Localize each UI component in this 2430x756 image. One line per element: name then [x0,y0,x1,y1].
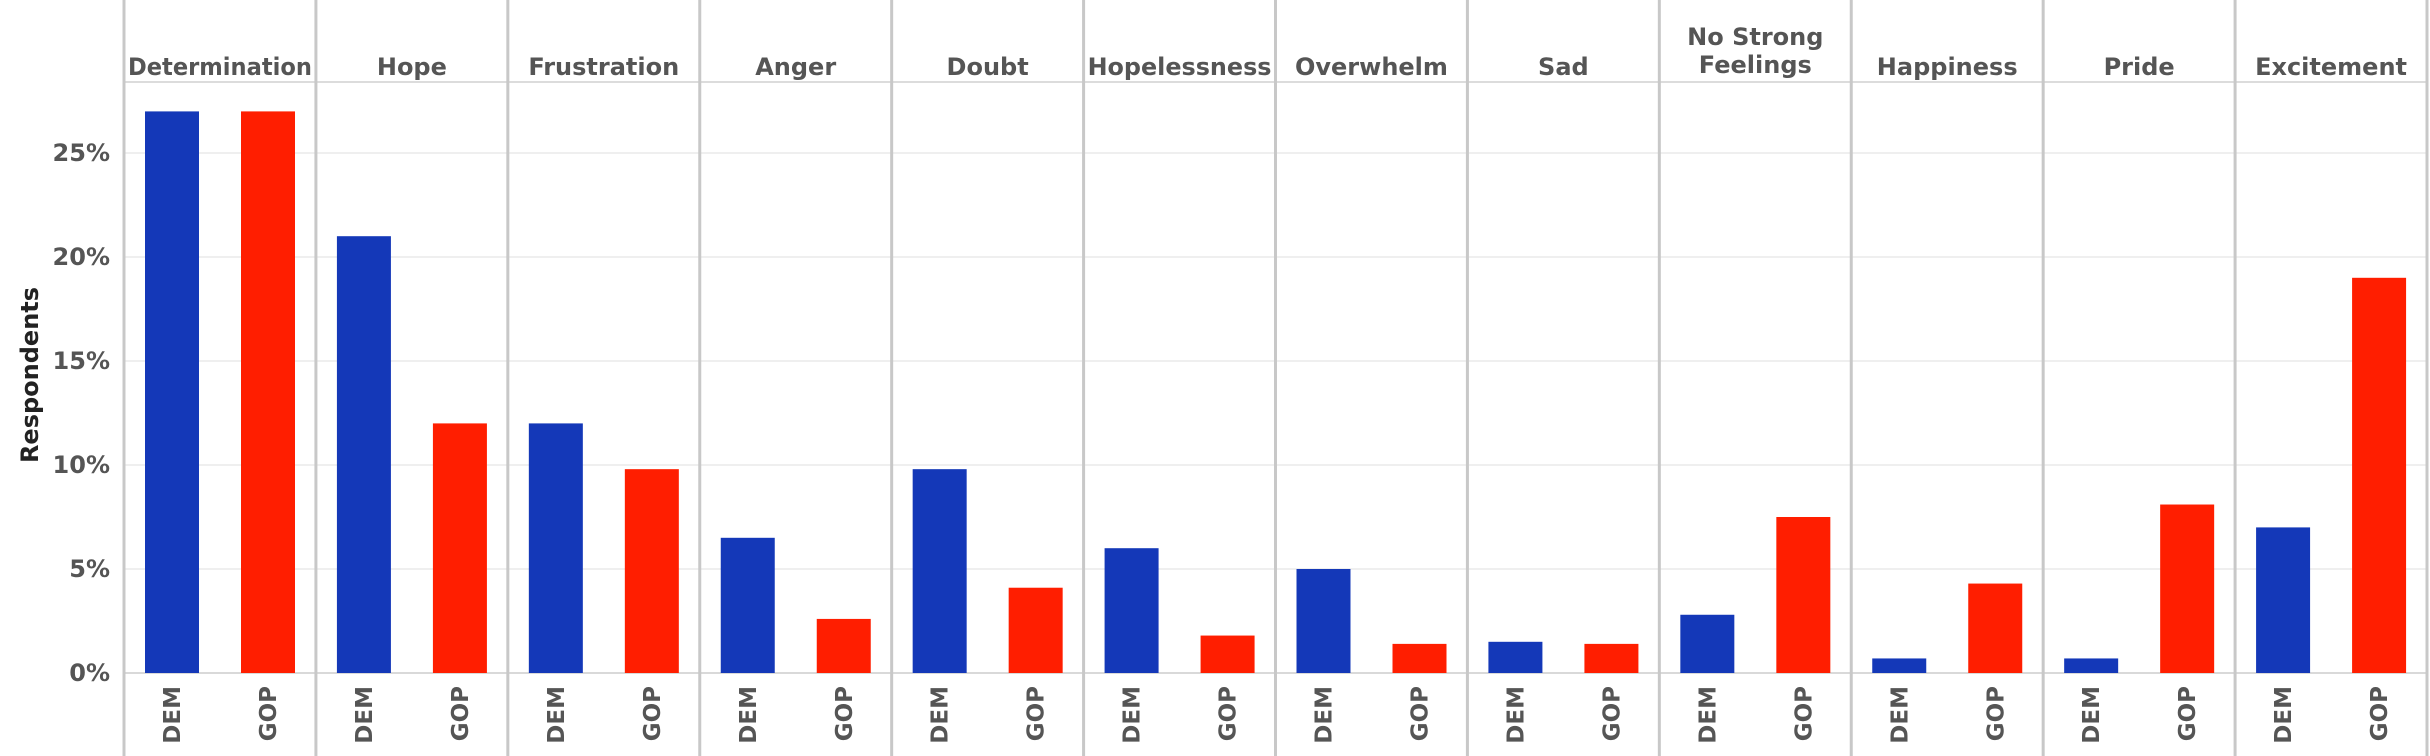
category-label: Excitement [2255,53,2407,81]
category-label: No Strong Feelings [1687,23,1823,79]
bar-gop [241,111,295,673]
category-label: Determination [128,53,312,81]
party-label-dem: DEM [1887,686,1913,744]
bar-dem [2064,658,2119,673]
party-label-dem: DEM [1695,686,1721,744]
category-label: Doubt [947,53,1029,81]
party-label-gop: GOP [640,686,666,741]
bar-gop [2160,504,2215,673]
bar-gop [1776,517,1831,673]
bars [145,111,2407,673]
bar-gop [2352,277,2407,673]
y-tick-label: 25% [53,139,110,167]
category-dividers [122,0,2429,756]
party-label-dem: DEM [1120,686,1146,744]
party-label-dem: DEM [736,686,762,744]
y-tick-label: 20% [53,243,110,271]
bar-dem [528,423,583,673]
category-label: Anger [755,53,836,81]
party-label-dem: DEM [352,686,378,744]
party-label-gop: GOP [2367,686,2393,741]
party-label-dem: DEM [2271,686,2297,744]
party-label-dem: DEM [160,686,186,744]
party-label-gop: GOP [256,686,282,741]
bar-dem [336,236,391,673]
bar-dem [145,111,199,673]
bar-dem [2256,527,2311,673]
category-label: Happiness [1877,53,2018,81]
y-tick-label: 15% [53,347,110,375]
bar-gop [432,423,487,673]
bar-dem [1104,548,1159,673]
category-label: Hope [377,53,447,81]
y-tick-label: 5% [69,555,110,583]
party-label-gop: GOP [1024,686,1050,741]
bar-dem [912,469,967,673]
party-label-dem: DEM [1312,686,1338,744]
y-tick-label: 0% [69,659,110,687]
bar-gop [1584,643,1639,673]
category-label: Pride [2104,53,2175,81]
party-label-dem: DEM [2079,686,2105,744]
party-label-gop: GOP [1791,686,1817,741]
y-tick-label: 10% [53,451,110,479]
party-label-gop: GOP [832,686,858,741]
bar-dem [1680,614,1735,673]
bar-gop [816,618,871,673]
category-label: Hopelessness [1088,53,1272,81]
bar-gop [1968,583,2023,673]
bar-dem [1872,658,1927,673]
party-label-dem: DEM [928,686,954,744]
party-label-dem: DEM [544,686,570,744]
bar-dem [1488,641,1543,673]
category-label: Sad [1538,53,1589,81]
labels: 0% 5% 10% 15% 20% 25% Determination Hope Frustra… [53,23,2407,744]
party-label-dem: DEM [1503,686,1529,744]
bar-gop [1008,587,1063,673]
category-label: Overwhelm [1295,53,1448,81]
bar-dem [720,537,775,673]
bar-gop [624,469,679,673]
bar-gop [1200,635,1255,673]
party-label-gop: GOP [2175,686,2201,741]
party-label-gop: GOP [1599,686,1625,741]
bar-dem [1296,569,1351,673]
party-label-gop: GOP [448,686,474,741]
party-label-gop: GOP [1408,686,1434,741]
y-axis-title: Respondents [16,287,44,463]
bar-gop [1392,643,1447,673]
party-label-gop: GOP [1983,686,2009,741]
party-label-gop: GOP [1216,686,1242,741]
category-label: Frustration [528,53,679,81]
